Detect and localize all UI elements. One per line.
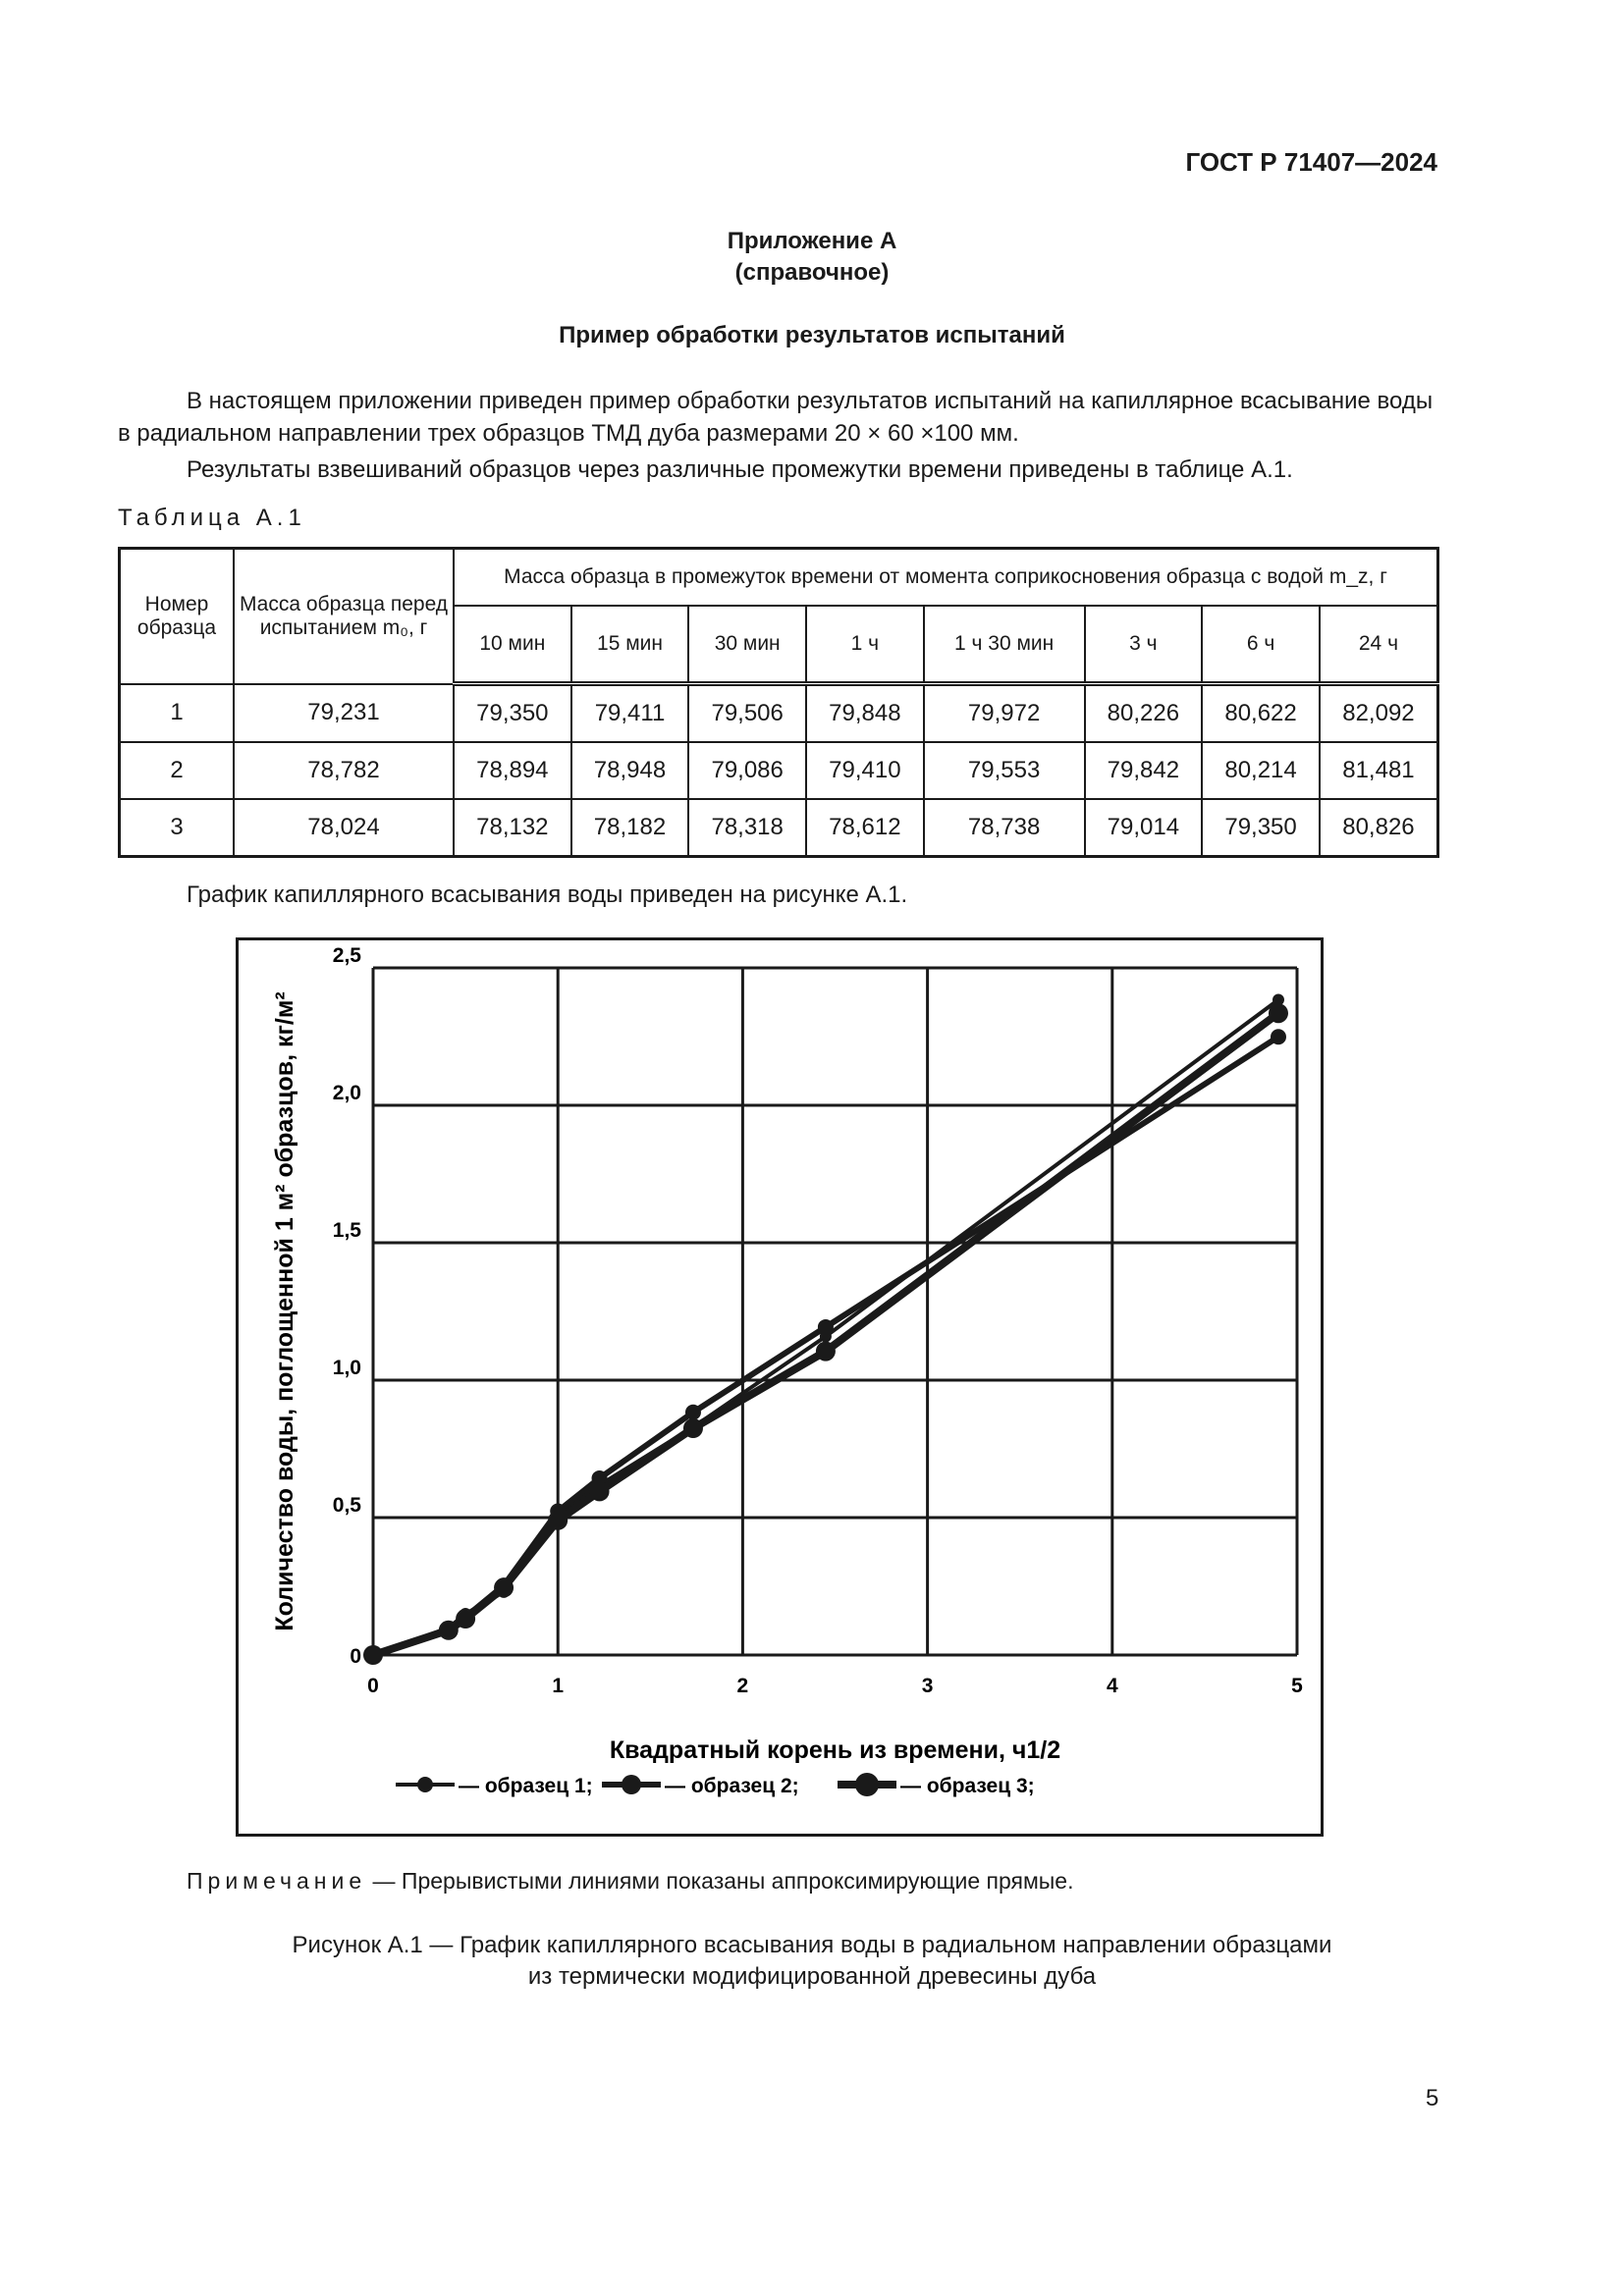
cell-mass: 79,506 xyxy=(687,682,808,743)
data-point xyxy=(456,1609,476,1629)
cell-mass: 79,410 xyxy=(805,741,925,800)
section-heading: Пример обработки результатов испытаний xyxy=(559,322,1065,348)
y-tick-label: 1,5 xyxy=(333,1219,362,1242)
cell-mass: 78,182 xyxy=(569,798,690,858)
paragraph: Результаты взвешиваний образцов через ра… xyxy=(187,456,1293,483)
cell-mass: 79,014 xyxy=(1083,798,1204,858)
cell-mass: 80,226 xyxy=(1083,682,1204,743)
chart-intro: График капиллярного всасывания воды прив… xyxy=(187,881,908,908)
header-time: 6 ч xyxy=(1201,604,1321,686)
x-tick-label: 1 xyxy=(552,1675,564,1697)
data-point xyxy=(817,1318,834,1335)
data-point xyxy=(494,1577,514,1598)
y-axis-label: Количество воды, поглощенной 1 м² образц… xyxy=(271,991,298,1630)
appendix-title: Приложение А xyxy=(727,228,897,254)
y-tick-label: 1,0 xyxy=(333,1357,361,1379)
legend-label: — образец 2; xyxy=(665,1775,799,1797)
data-point xyxy=(548,1510,568,1530)
data-point xyxy=(591,1469,608,1486)
cell-mass: 80,214 xyxy=(1201,741,1321,800)
cell-mass: 79,842 xyxy=(1083,741,1204,800)
x-tick-label: 3 xyxy=(922,1675,934,1697)
capillary-chart: 0 1 2 3 4 5 0 0,5 1,0 1,5 2,0 2,5 Количество воды, п… xyxy=(271,944,1303,1797)
cell-mass: 78,894 xyxy=(453,741,572,800)
cell-mass0: 78,782 xyxy=(233,741,455,800)
legend-label: — образец 1; xyxy=(459,1775,593,1797)
header-sample: Номер образца xyxy=(118,547,235,685)
cell-mass0: 78,024 xyxy=(233,798,455,858)
figure-caption-line2: из термически модифицированной древесины… xyxy=(527,1963,1097,1990)
cell-mass: 79,972 xyxy=(922,682,1086,743)
cell-mass: 79,553 xyxy=(922,741,1086,800)
cell-mass: 79,086 xyxy=(687,741,808,800)
data-point xyxy=(1268,1003,1288,1024)
cell-mass: 79,411 xyxy=(569,682,690,743)
table-row: 1 79,231 79,350 79,411 79,506 79,848 79,972 80,… xyxy=(118,682,1439,743)
cell-mass: 82,092 xyxy=(1318,682,1439,743)
legend-marker xyxy=(622,1775,641,1794)
header-time: 10 мин xyxy=(453,604,572,686)
note-label: Примечание xyxy=(187,1868,367,1894)
appendix-subtitle: (справочное) xyxy=(734,259,890,286)
x-axis-label: Квадратный корень из времени, ч1/2 xyxy=(610,1736,1060,1764)
legend-label: — образец 3; xyxy=(900,1775,1035,1797)
cell-mass: 78,132 xyxy=(453,798,572,858)
cell-mass: 78,612 xyxy=(805,798,925,858)
standard-number: ГОСТ Р 71407—2024 xyxy=(1185,147,1437,177)
legend-marker xyxy=(417,1777,433,1792)
cell-mass: 79,848 xyxy=(805,682,925,743)
header-time: 15 мин xyxy=(569,604,690,686)
x-tick-label: 2 xyxy=(737,1675,749,1697)
header-time: 24 ч xyxy=(1318,604,1439,686)
data-point xyxy=(363,1645,383,1665)
x-tick-label: 0 xyxy=(367,1675,379,1697)
cell-mass: 78,738 xyxy=(922,798,1086,858)
table-row: 2 78,782 78,894 78,948 79,086 79,410 79,553 79,… xyxy=(118,741,1439,800)
header-time: 3 ч xyxy=(1083,604,1204,686)
y-tick-label: 2,0 xyxy=(333,1082,361,1104)
cell-mass: 78,318 xyxy=(687,798,808,858)
y-tick-label: 0 xyxy=(350,1645,361,1668)
data-point xyxy=(682,1418,703,1438)
legend-marker xyxy=(855,1773,879,1796)
figure-caption-line1: Рисунок А.1 — График капиллярного всасыв… xyxy=(292,1932,1332,1958)
header-mass0: Масса образца перед испытанием m₀, г xyxy=(233,547,455,685)
x-tick-label: 5 xyxy=(1291,1675,1303,1697)
mass-table: Номер образца Масса образца перед испыта… xyxy=(118,547,1439,858)
cell-mass: 78,948 xyxy=(569,741,690,800)
cell-mass0: 79,231 xyxy=(233,682,455,743)
cell-mass: 80,622 xyxy=(1201,682,1321,743)
note: Примечание — Прерывистыми линиями показа… xyxy=(187,1868,1074,1895)
data-point xyxy=(815,1341,836,1362)
paragraph: В настоящем приложении приведен пример о… xyxy=(118,388,1434,447)
cell-sample: 1 xyxy=(118,682,235,743)
cell-mass: 79,350 xyxy=(453,682,572,743)
table-caption: Таблица А.1 xyxy=(118,505,306,531)
header-time: 1 ч xyxy=(805,604,925,686)
cell-mass: 79,350 xyxy=(1201,798,1321,858)
header-group: Масса образца в промежуток времени от мо… xyxy=(453,547,1439,607)
figure-frame: 0 1 2 3 4 5 0 0,5 1,0 1,5 2,0 2,5 Количество воды, п… xyxy=(236,937,1324,1837)
data-point xyxy=(589,1481,610,1502)
y-tick-label: 0,5 xyxy=(333,1494,362,1517)
cell-sample: 2 xyxy=(118,741,235,800)
cell-sample: 3 xyxy=(118,798,235,858)
data-point xyxy=(438,1620,459,1640)
x-tick-label: 4 xyxy=(1107,1675,1118,1697)
note-text: — Прерывистыми линиями показаны аппрокси… xyxy=(366,1868,1074,1894)
cell-mass: 81,481 xyxy=(1318,741,1439,800)
header-time: 30 мин xyxy=(687,604,808,686)
header-time: 1 ч 30 мин xyxy=(922,604,1086,686)
page-number: 5 xyxy=(1426,2085,1439,2111)
data-point xyxy=(1270,1029,1286,1045)
cell-mass: 80,826 xyxy=(1318,798,1439,858)
data-point xyxy=(1272,993,1284,1006)
y-tick-label: 2,5 xyxy=(333,944,362,967)
data-point xyxy=(684,1404,701,1420)
table-row: 3 78,024 78,132 78,182 78,318 78,612 78,738 79,… xyxy=(118,798,1439,858)
